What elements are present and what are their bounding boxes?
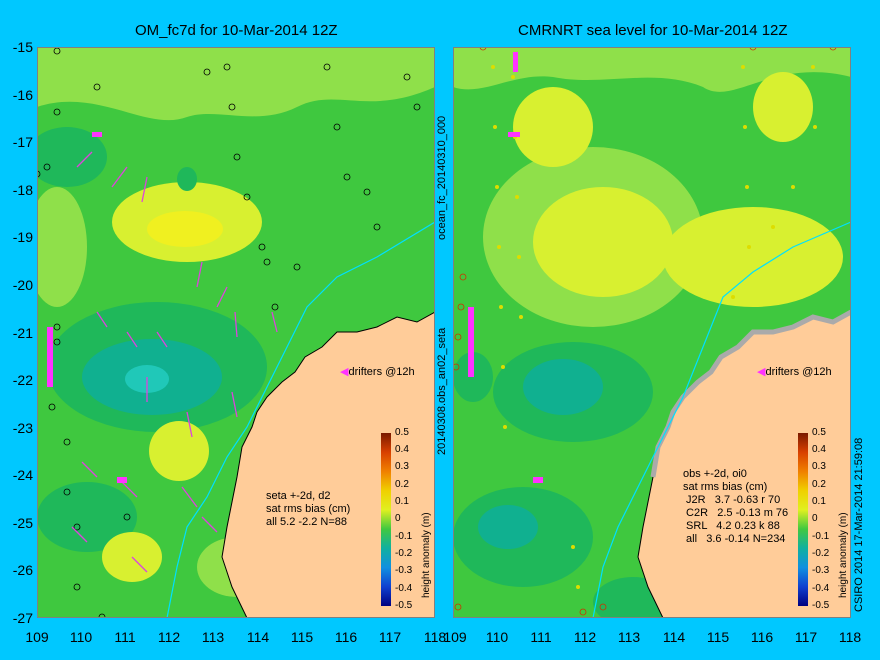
copyright-label: CSIRO 2014 17-Mar-2014 21:59:08	[853, 437, 865, 612]
forecast-id-label: ocean_fc_20140310_000	[436, 115, 448, 240]
obs-id-label: 20140308.obs_an02_seta	[436, 327, 448, 455]
anomaly-contour	[37, 127, 107, 187]
colorbar-tick: -0.3	[812, 565, 830, 576]
colorbar-label: height anomaly (m)	[421, 512, 432, 598]
colorbar-tick: 0.5	[395, 427, 409, 438]
anomaly-contour	[533, 187, 673, 297]
y-tick-label: -17	[12, 134, 33, 150]
colorbar-tick: 0.4	[395, 444, 409, 455]
drifter-key-left: ◀drifters @12h	[340, 365, 415, 378]
colorbar-tick: 0.2	[812, 479, 826, 490]
x-tick-label: 116	[334, 629, 358, 645]
drifter-key-label: drifters @12h	[348, 366, 415, 378]
colorbar-tick: -0.3	[395, 565, 413, 576]
contour-line	[166, 221, 435, 618]
y-tick-label: -22	[12, 372, 33, 388]
colorbar-tick: 0.1	[812, 496, 826, 507]
x-tick-label: 112	[157, 629, 181, 645]
y-tick-label: -15	[12, 39, 33, 55]
anomaly-contour	[147, 211, 223, 247]
anomaly-contour	[453, 47, 851, 92]
anomaly-contour	[753, 72, 813, 142]
x-tick-label: 109	[443, 629, 467, 645]
colorbar-tick: 0.5	[812, 427, 826, 438]
colorbar-tick: -0.4	[812, 583, 830, 594]
x-tick-label: 114	[246, 629, 270, 645]
drifter-track	[468, 52, 543, 483]
right-map	[453, 47, 851, 618]
y-tick-label: -24	[12, 467, 33, 483]
colorbar-tick: -0.2	[812, 548, 830, 559]
colorbar-tick: -0.4	[395, 583, 413, 594]
contour-line	[592, 221, 851, 618]
drifter-key-right: ◀drifters @12h	[757, 365, 832, 378]
drifter-track	[47, 132, 127, 483]
y-tick-label: -16	[12, 87, 33, 103]
colorbar-tick: 0.2	[395, 479, 409, 490]
x-tick-label: 113	[617, 629, 641, 645]
colorbar-tick: 0	[395, 513, 401, 524]
colorbar-tick: 0	[812, 513, 818, 524]
x-tick-label: 111	[114, 629, 136, 645]
y-tick-label: -18	[12, 182, 33, 198]
colorbar-gradient	[798, 433, 808, 606]
y-tick-label: -21	[12, 325, 33, 341]
x-tick-label: 118	[838, 629, 862, 645]
x-tick-label: 114	[662, 629, 686, 645]
y-tick-label: -23	[12, 420, 33, 436]
colorbar-tick: -0.1	[812, 531, 830, 542]
x-tick-label: 113	[201, 629, 225, 645]
y-tick-label: -19	[12, 229, 33, 245]
left-map	[37, 47, 435, 618]
colorbar-label: height anomaly (m)	[838, 512, 849, 598]
x-tick-label: 118	[423, 629, 447, 645]
x-tick-label: 115	[290, 629, 314, 645]
y-tick-label: -26	[12, 562, 33, 578]
right-map-title: CMRNRT sea level for 10-Mar-2014 12Z	[518, 22, 788, 39]
colorbar-tick: 0.3	[395, 461, 409, 472]
satellite-track	[453, 47, 837, 616]
anomaly-contour	[478, 505, 538, 549]
colorbar-tick: -0.5	[812, 600, 830, 611]
x-tick-label: 115	[706, 629, 730, 645]
y-tick-label: -27	[12, 610, 33, 626]
anomaly-contour	[37, 482, 137, 552]
anomaly-contour	[513, 87, 593, 167]
colorbar-tick: 0.4	[812, 444, 826, 455]
x-tick-label: 110	[485, 629, 509, 645]
anomaly-contour	[663, 207, 843, 307]
left-map-title: OM_fc7d for 10-Mar-2014 12Z	[135, 22, 338, 39]
x-tick-label: 112	[573, 629, 597, 645]
anomaly-contour	[37, 47, 435, 121]
drifter-vectors	[71, 151, 278, 573]
x-tick-label: 111	[530, 629, 552, 645]
colorbar-gradient	[381, 433, 391, 606]
x-tick-label: 109	[25, 629, 49, 645]
colorbar-tick: -0.5	[395, 600, 413, 611]
colorbar-tick: -0.2	[395, 548, 413, 559]
anomaly-contour	[523, 359, 603, 415]
anomaly-contour	[37, 187, 87, 307]
x-tick-label: 117	[794, 629, 818, 645]
right-stats: obs +-2d, oi0 sat rms bias (cm) J2R 3.7 …	[683, 468, 789, 545]
x-tick-label: 110	[69, 629, 93, 645]
colorbar-tick: 0.1	[395, 496, 409, 507]
x-tick-label: 116	[750, 629, 774, 645]
colorbar-tick: -0.1	[395, 531, 413, 542]
drifter-key-label: drifters @12h	[765, 366, 832, 378]
satellite-track	[37, 47, 421, 618]
y-tick-label: -20	[12, 277, 33, 293]
colorbar-tick: 0.3	[812, 461, 826, 472]
anomaly-contour	[149, 421, 209, 481]
drifter-arrow-icon: ◀	[340, 366, 349, 378]
anomaly-contour	[177, 167, 197, 191]
drifter-arrow-icon: ◀	[757, 366, 766, 378]
x-tick-label: 117	[378, 629, 402, 645]
left-stats: seta +-2d, d2 sat rms bias (cm) all 5.2 …	[266, 490, 351, 528]
satellite-track	[491, 65, 817, 589]
y-tick-label: -25	[12, 515, 33, 531]
coast-shelf	[650, 309, 851, 478]
